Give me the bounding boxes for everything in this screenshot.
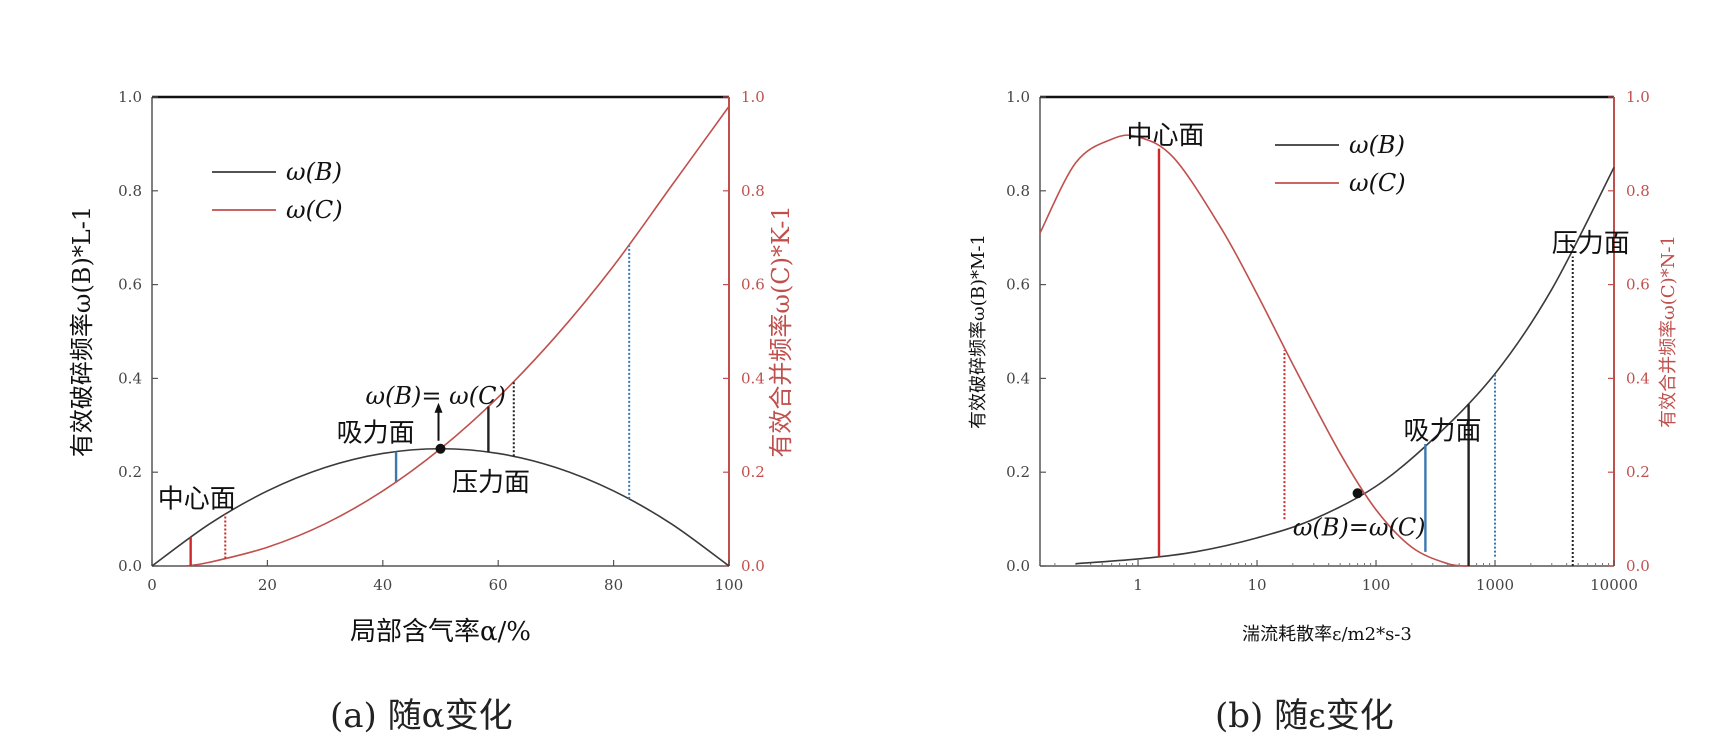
legend-label: ω(B) [1349, 131, 1405, 159]
chart-a: 0.0 0.0 0.2 0.2 0.4 0.4 0.6 0.6 0.8 0.8 1.0 1.0 0 20 4… [68, 88, 795, 647]
y-tick-label-right: 0.2 [741, 463, 765, 481]
caption-a: (a) 随α变化 [330, 696, 513, 736]
y-tick-label-left: 0.6 [1006, 276, 1030, 294]
y-tick-label-right: 1.0 [1626, 88, 1650, 106]
series-line-c [186, 105, 730, 567]
y-axis-title-right: 有效合并频率ω(C)*K-1 [767, 205, 795, 457]
x-tick-label: 10 [1247, 576, 1266, 594]
annotation: 吸力面 [337, 419, 415, 449]
figure: 0.0 0.0 0.2 0.2 0.4 0.4 0.6 0.6 0.8 0.8 1.0 1.0 0 20 4… [68, 88, 1679, 647]
y-tick-label-left: 0.0 [1006, 557, 1030, 575]
x-axis-title: 湍流耗散率ε/m2*s-3 [1242, 624, 1412, 645]
annotation: 吸力面 [1403, 416, 1481, 446]
chart-b: 0.0 0.0 0.2 0.2 0.4 0.4 0.6 0.6 0.8 0.8 1.0 1.0 1 10 1… [968, 88, 1679, 645]
y-tick-label-right: 0.8 [1626, 182, 1650, 200]
series-line-b [1075, 166, 1615, 565]
x-tick-label: 1 [1133, 576, 1143, 594]
x-axis-title: 局部含气率α/% [350, 617, 531, 647]
y-tick-label-left: 0.0 [118, 557, 142, 575]
y-tick-label-right: 0.4 [741, 369, 765, 387]
annotation: ω(B)= ω(C) [365, 382, 505, 410]
y-axis-title-left: 有效破碎频率ω(B)*L-1 [68, 206, 96, 457]
x-tick-label: 60 [489, 576, 508, 594]
y-tick-label-right: 0.2 [1626, 463, 1650, 481]
x-tick-label: 1000 [1476, 576, 1514, 594]
annotation: 压力面 [452, 468, 530, 498]
y-tick-label-left: 0.4 [1006, 369, 1030, 387]
x-tick-label: 20 [258, 576, 277, 594]
y-tick-label-left: 0.8 [1006, 182, 1030, 200]
y-tick-label-left: 0.4 [118, 369, 142, 387]
y-axis-title-left: 有效破碎频率ω(B)*M-1 [968, 234, 989, 429]
intersection-point [435, 443, 446, 454]
y-tick-label-right: 0.4 [1626, 369, 1650, 387]
y-tick-label-left: 0.2 [118, 463, 142, 481]
y-tick-label-right: 0.0 [741, 557, 765, 575]
legend-label: ω(C) [286, 196, 343, 224]
series-line-c [1039, 134, 1469, 567]
annotation: 中心面 [1127, 121, 1205, 151]
y-axis-title-right: 有效合并频率ω(C)*N-1 [1658, 235, 1679, 428]
x-tick-label: 80 [604, 576, 623, 594]
arrow-head [434, 402, 443, 413]
legend-label: ω(B) [286, 158, 342, 186]
y-tick-label-left: 0.2 [1006, 463, 1030, 481]
caption-b: (b) 随ε变化 [1215, 696, 1394, 736]
y-tick-label-right: 0.0 [1626, 557, 1650, 575]
y-tick-label-left: 1.0 [118, 88, 142, 106]
annotation: 压力面 [1552, 229, 1630, 259]
x-tick-label: 40 [373, 576, 392, 594]
x-tick-label: 0 [147, 576, 157, 594]
x-tick-label: 100 [1362, 576, 1391, 594]
series-line-b [151, 447, 730, 567]
intersection-point [1352, 488, 1363, 499]
annotation: ω(B)=ω(C) [1293, 514, 1426, 542]
x-tick-label: 100 [715, 576, 744, 594]
y-tick-label-right: 0.6 [741, 276, 765, 294]
y-tick-label-right: 0.6 [1626, 276, 1650, 294]
y-tick-label-left: 1.0 [1006, 88, 1030, 106]
y-tick-label-left: 0.8 [118, 182, 142, 200]
y-tick-label-left: 0.6 [118, 276, 142, 294]
y-tick-label-right: 0.8 [741, 182, 765, 200]
y-tick-label-right: 1.0 [741, 88, 765, 106]
x-tick-label: 10000 [1590, 576, 1638, 594]
annotation: 中心面 [158, 484, 236, 514]
legend-label: ω(C) [1349, 169, 1406, 197]
